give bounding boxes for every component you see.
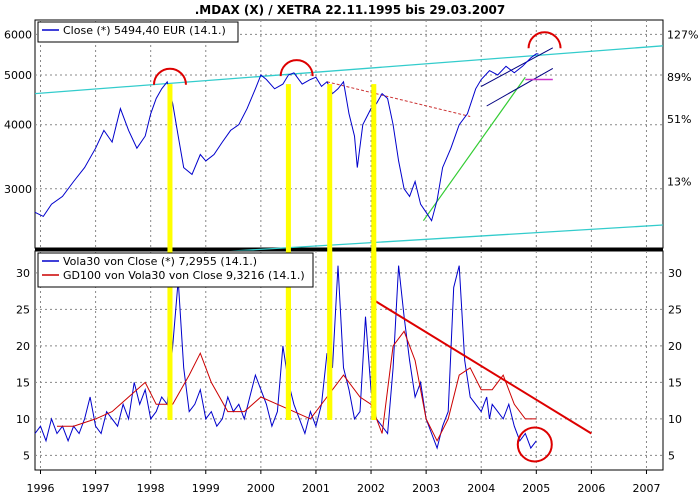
vola-red-trendline [370, 297, 592, 435]
wedge-lower-line [486, 67, 554, 107]
wedge-upper-line [480, 47, 554, 87]
price-panel-frame [34, 19, 664, 249]
price-legend-box [37, 21, 239, 43]
vola-circle [516, 426, 553, 463]
x-tick-label-2005: 2005 [522, 482, 550, 495]
y-tick-left-3000: 3000 [4, 183, 32, 196]
top-arc-0 [152, 67, 187, 85]
gd100-series-line [57, 330, 537, 442]
y-tick-lower-right-5: 5 [668, 449, 675, 462]
vola-legend-box [37, 252, 314, 288]
y-tick-left-6000: 6000 [4, 28, 32, 41]
y-tick-lower-right-15: 15 [668, 376, 682, 389]
y-tick-right-3: 127% [667, 28, 698, 41]
y-tick-lower-right-25: 25 [668, 303, 682, 316]
vola-legend-label-1: GD100 von Vola30 von Close 9,3216 (14.1.… [63, 269, 305, 282]
top-arc-1 [279, 59, 314, 77]
x-tick-label-2001: 2001 [302, 482, 330, 495]
y-tick-lower-left-25: 25 [16, 303, 30, 316]
x-tick-label-1996: 1996 [27, 482, 55, 495]
upper-channel-line [34, 45, 664, 95]
top-arc-2 [527, 31, 562, 49]
dashed-resistance-line [326, 81, 471, 117]
highlight-bar-lower-2 [327, 252, 333, 420]
y-tick-right-0: 13% [667, 175, 691, 188]
x-tick-label-1997: 1997 [82, 482, 110, 495]
y-tick-left-4000: 4000 [4, 119, 32, 132]
y-tick-lower-right-30: 30 [668, 267, 682, 280]
legends: Close (*) 5494,40 EUR (14.1.) Vola30 von … [37, 21, 314, 288]
x-tick-label-2007: 2007 [632, 482, 660, 495]
highlight-bar-lower-0 [167, 252, 173, 420]
highlight-bar-upper-1 [285, 84, 291, 418]
x-tick-label-2000: 2000 [247, 482, 275, 495]
y-tick-lower-left-10: 10 [16, 413, 30, 426]
y-tick-lower-left-30: 30 [16, 267, 30, 280]
x-tick-label-2003: 2003 [412, 482, 440, 495]
x-tick-label-2002: 2002 [357, 482, 385, 495]
volatility-panel: 1996 1997 1998 1999 2000 2001 2002 2003 2004 2005… [16, 250, 682, 495]
highlight-bar-lower-3 [371, 252, 377, 420]
x-tick-label-2006: 2006 [577, 482, 605, 495]
y-tick-left-5000: 5000 [4, 69, 32, 82]
highlight-bar-lower-1 [285, 252, 291, 420]
vola-legend-label-0: Vola30 von Close (*) 7,2955 (14.1.) [63, 255, 257, 268]
price-legend-label-0: Close (*) 5494,40 EUR (14.1.) [63, 24, 226, 37]
y-tick-lower-right-10: 10 [668, 413, 682, 426]
highlight-bar-upper-3 [371, 84, 377, 418]
y-tick-lower-left-20: 20 [16, 340, 30, 353]
price-series-line [34, 53, 539, 222]
y-tick-lower-right-20: 20 [668, 340, 682, 353]
highlight-bar-upper-0 [167, 84, 173, 418]
x-tick-label-1998: 1998 [137, 482, 165, 495]
x-tick-label-2004: 2004 [467, 482, 495, 495]
price-panel: 3000 4000 5000 6000 13% 51% 89% 127% [4, 19, 698, 264]
y-tick-lower-left-15: 15 [16, 376, 30, 389]
chart-title: .MDAX (X) / XETRA 22.11.1995 bis 29.03.2… [195, 3, 506, 17]
y-tick-right-2: 89% [667, 71, 691, 84]
highlight-bar-upper-2 [327, 84, 333, 418]
green-trendline [422, 76, 526, 222]
highlight-overlay [167, 84, 377, 420]
y-tick-lower-left-5: 5 [23, 449, 30, 462]
x-tick-label-1999: 1999 [192, 482, 220, 495]
y-tick-right-1: 51% [667, 113, 691, 126]
